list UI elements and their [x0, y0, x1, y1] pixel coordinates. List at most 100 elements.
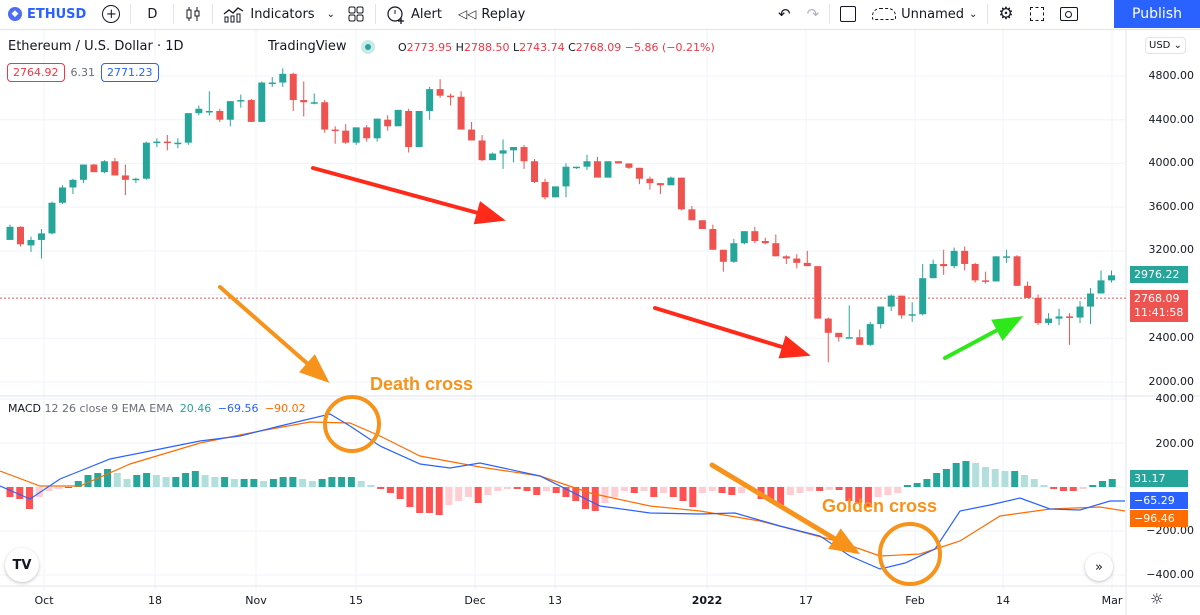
gear-icon: ⚙	[998, 4, 1014, 24]
last-price-value: 2768.09	[1134, 292, 1180, 305]
chevron-down-icon: ⌄	[326, 8, 335, 20]
open-label: O	[398, 41, 407, 54]
candles-icon	[186, 7, 200, 21]
time-label: Nov	[245, 594, 267, 607]
chevron-down-icon: ⌄	[969, 8, 978, 20]
fullscreen-layout-button[interactable]	[832, 0, 864, 28]
currency-label: USD	[1149, 40, 1171, 51]
toolbar-right: ↶ ↷ Unnamed ⌄ ⚙	[770, 0, 1086, 28]
undo-button[interactable]: ↶	[770, 0, 799, 28]
macd-line-value: −69.56	[217, 402, 259, 415]
ohlc-values: O2773.95 H2788.50 L2743.74 C2768.09 −5.8…	[398, 41, 715, 54]
grid-icon	[348, 6, 364, 22]
cloud-icon	[872, 8, 897, 20]
redo-button[interactable]: ↷	[799, 0, 828, 28]
high-value: 2788.50	[463, 41, 510, 54]
time-label: 15	[349, 594, 363, 607]
price-tick: 2400.00	[1148, 331, 1195, 344]
chevron-down-icon: ⌄	[1173, 40, 1182, 51]
high-label: H	[455, 41, 464, 54]
macd-line-tag: −65.29	[1130, 492, 1188, 509]
chart-canvas[interactable]	[0, 30, 1200, 615]
tradingview-logo[interactable]: TV	[5, 548, 39, 582]
replay-button[interactable]: ◁◁ Replay	[450, 0, 533, 28]
time-label: 13	[548, 594, 562, 607]
macd-signal-tag: −96.46	[1130, 510, 1188, 527]
chart-type-button[interactable]	[176, 0, 210, 28]
indicators-dropdown[interactable]: ⌄	[323, 0, 339, 28]
time-label: Mar	[1101, 594, 1123, 607]
spread-value: 6.31	[70, 66, 96, 79]
low-value: 2743.74	[519, 41, 565, 54]
macd-signal-value: −90.02	[264, 402, 306, 415]
divider	[987, 4, 989, 24]
buy-price-button[interactable]: 2771.23	[101, 63, 159, 82]
price-tick: 3200.00	[1148, 243, 1195, 256]
divider	[212, 4, 214, 24]
double-chevron-right-icon: »	[1095, 559, 1103, 575]
indicators-icon	[223, 7, 244, 23]
layout-name-button[interactable]: Unnamed ⌄	[864, 0, 985, 28]
high-price-tag: 2976.22	[1130, 266, 1188, 283]
divider	[130, 4, 132, 24]
rewind-icon: ◁◁	[457, 7, 477, 21]
time-label: 17	[799, 594, 813, 607]
source-label: TradingView	[268, 39, 347, 54]
symbol-search[interactable]: ◆ ETHUSD	[0, 0, 94, 28]
open-value: 2773.95	[406, 41, 453, 54]
symbol-legend: Ethereum / U.S. Dollar · 1D	[8, 39, 184, 54]
bar-countdown: 11:41:58	[1134, 306, 1184, 319]
time-label: 18	[148, 594, 162, 607]
time-label: Feb	[905, 594, 925, 607]
golden-cross-label: Golden cross	[822, 496, 938, 516]
indicators-label: Indicators	[250, 6, 315, 22]
divider	[173, 4, 175, 24]
camera-icon	[1059, 7, 1078, 21]
price-tick: 4400.00	[1148, 113, 1195, 126]
source-legend: TradingView	[268, 39, 375, 54]
templates-button[interactable]	[339, 0, 373, 28]
alert-label: Alert	[410, 6, 442, 22]
layout-name-label: Unnamed	[901, 6, 965, 22]
time-label: 14	[996, 594, 1010, 607]
macd-legend: MACD 12 26 close 9 EMA EMA 20.46 −69.56 …	[8, 402, 306, 415]
ethereum-logo-icon: ◆	[8, 7, 22, 21]
price-tick: 2000.00	[1148, 375, 1195, 388]
symbol-title: Ethereum / U.S. Dollar · 1D	[8, 39, 184, 54]
snapshot-button[interactable]	[1052, 0, 1086, 28]
interval-button[interactable]: D	[133, 0, 171, 28]
macd-tick: −400.00	[1146, 568, 1194, 581]
price-tick: 4800.00	[1148, 69, 1195, 82]
price-tick: 3600.00	[1148, 200, 1195, 213]
time-label: Oct	[34, 594, 54, 607]
indicators-button[interactable]: Indicators	[215, 0, 322, 28]
redo-icon: ↷	[806, 5, 820, 23]
fullscreen-button[interactable]	[1022, 0, 1052, 28]
close-label: C	[568, 41, 576, 54]
alert-button[interactable]: Alert	[378, 0, 450, 28]
chart-area[interactable]	[0, 29, 1200, 615]
currency-selector[interactable]: USD ⌄	[1145, 37, 1186, 54]
divider	[829, 4, 831, 24]
macd-tick: 200.00	[1155, 437, 1195, 450]
compare-button[interactable]: +	[94, 0, 128, 28]
scroll-to-realtime-button[interactable]: »	[1085, 553, 1113, 581]
time-label: Dec	[464, 594, 486, 607]
sell-price-button[interactable]: 2764.92	[7, 63, 65, 82]
settings-button[interactable]: ⚙	[990, 0, 1021, 28]
macd-tick: −200.00	[1146, 524, 1194, 537]
price-tick: 4000.00	[1148, 156, 1195, 169]
change-value: −5.86 (−0.21%)	[624, 41, 715, 54]
interval-label: D	[147, 6, 158, 22]
close-value: 2768.09	[575, 41, 622, 54]
divider	[374, 4, 376, 24]
time-label: 2022	[691, 594, 723, 607]
macd-hist-value: 20.46	[179, 402, 212, 415]
publish-button[interactable]: Publish	[1114, 0, 1200, 28]
macd-name: MACD	[8, 402, 41, 415]
bid-ask-row: 2764.92 6.31 2771.23	[7, 63, 159, 82]
replay-label: Replay	[481, 6, 526, 22]
alarm-clock-icon	[387, 6, 404, 24]
settings-sun-icon[interactable]: ☼	[1150, 590, 1164, 608]
undo-icon: ↶	[778, 5, 791, 23]
